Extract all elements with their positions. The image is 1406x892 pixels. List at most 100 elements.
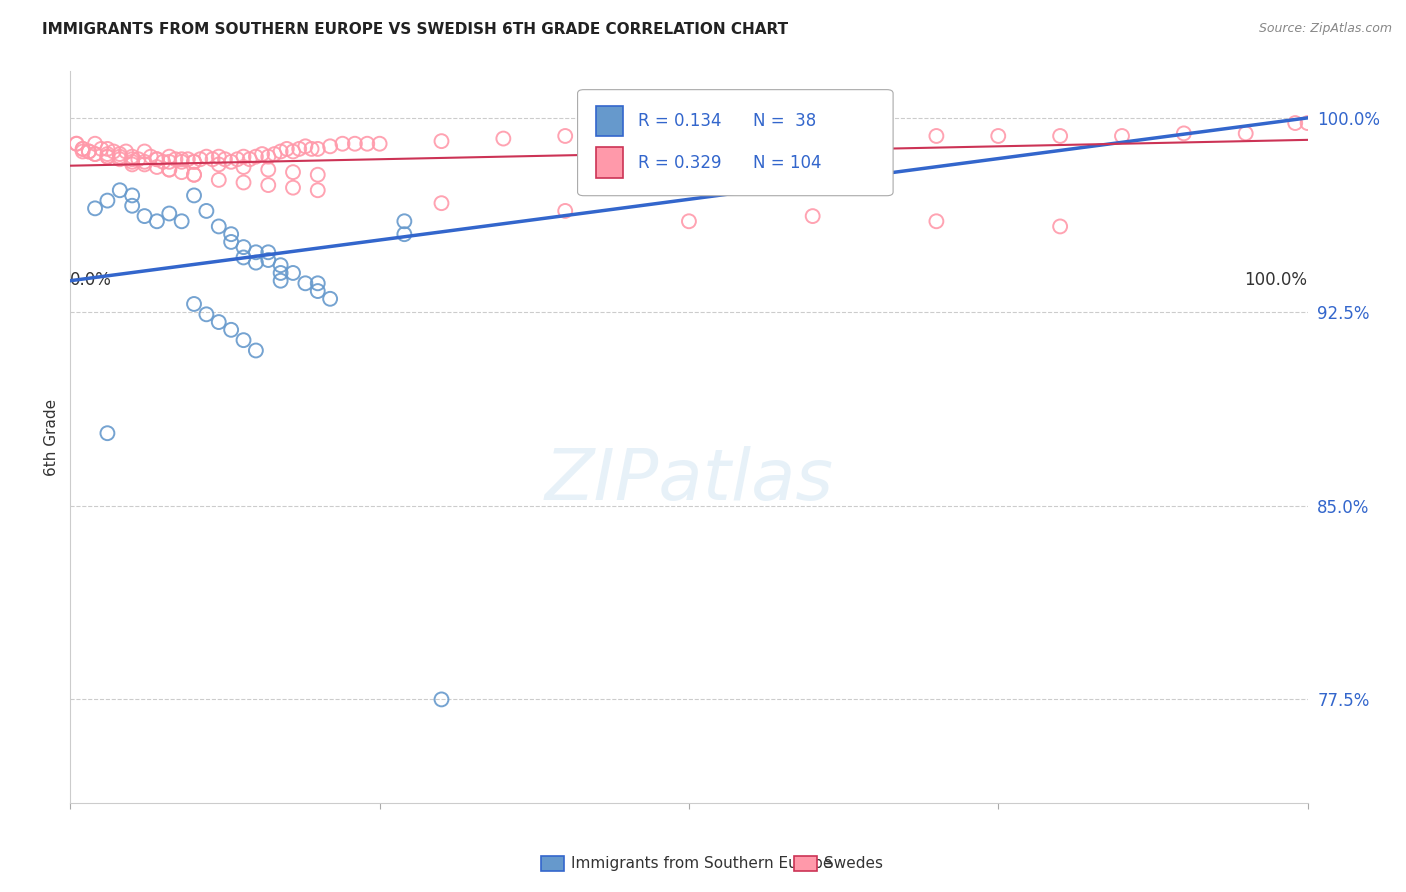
- Point: [72, 142, 94, 156]
- Point: [232, 160, 254, 174]
- Point: [332, 136, 354, 151]
- Point: [294, 139, 316, 153]
- Point: [1284, 116, 1306, 130]
- Point: [115, 145, 138, 159]
- Point: [96, 147, 118, 161]
- Point: [183, 188, 205, 202]
- Point: [801, 131, 824, 145]
- Point: [430, 692, 453, 706]
- Point: [307, 284, 329, 298]
- Text: 100.0%: 100.0%: [1244, 271, 1308, 289]
- Point: [201, 153, 224, 167]
- Point: [208, 157, 231, 171]
- Point: [183, 168, 205, 182]
- Point: [281, 145, 304, 159]
- Point: [294, 277, 316, 291]
- Point: [208, 173, 231, 187]
- Point: [121, 150, 143, 164]
- Point: [430, 134, 453, 148]
- Point: [157, 206, 180, 220]
- Point: [157, 150, 180, 164]
- Point: [801, 209, 824, 223]
- Point: [1049, 219, 1071, 234]
- Point: [219, 235, 242, 249]
- Point: [270, 274, 292, 288]
- Text: R = 0.329: R = 0.329: [638, 153, 721, 172]
- Text: ZIPatlas: ZIPatlas: [544, 447, 834, 516]
- Text: Immigrants from Southern Europe: Immigrants from Southern Europe: [571, 856, 832, 871]
- Point: [394, 214, 416, 228]
- Point: [219, 323, 242, 337]
- Point: [72, 145, 94, 159]
- Point: [170, 154, 193, 169]
- Point: [281, 266, 304, 280]
- Point: [96, 194, 118, 208]
- Point: [84, 147, 107, 161]
- Point: [65, 136, 87, 151]
- Point: [554, 203, 576, 218]
- Y-axis label: 6th Grade: 6th Grade: [44, 399, 59, 475]
- Text: R = 0.134: R = 0.134: [638, 112, 721, 130]
- Point: [239, 153, 262, 167]
- Point: [307, 183, 329, 197]
- Point: [987, 128, 1010, 143]
- Point: [219, 227, 242, 242]
- Point: [368, 136, 391, 151]
- Point: [257, 178, 280, 192]
- Point: [134, 209, 156, 223]
- Point: [121, 157, 143, 171]
- Text: Swedes: Swedes: [824, 856, 883, 871]
- Point: [183, 154, 205, 169]
- Point: [183, 297, 205, 311]
- Point: [170, 153, 193, 167]
- Point: [245, 150, 267, 164]
- Point: [257, 253, 280, 268]
- Point: [208, 315, 231, 329]
- Text: N =  38: N = 38: [754, 112, 817, 130]
- Text: N = 104: N = 104: [754, 153, 821, 172]
- Point: [678, 128, 700, 143]
- Point: [270, 266, 292, 280]
- Point: [219, 154, 242, 169]
- Point: [157, 162, 180, 177]
- Point: [188, 153, 211, 167]
- Point: [281, 180, 304, 194]
- Point: [121, 153, 143, 167]
- Point: [157, 154, 180, 169]
- Text: Source: ZipAtlas.com: Source: ZipAtlas.com: [1258, 22, 1392, 36]
- Point: [208, 150, 231, 164]
- Point: [108, 183, 131, 197]
- Point: [77, 145, 100, 159]
- Point: [554, 128, 576, 143]
- Point: [195, 307, 218, 321]
- Point: [394, 227, 416, 242]
- Point: [343, 136, 366, 151]
- Point: [319, 292, 342, 306]
- Point: [134, 154, 156, 169]
- Point: [430, 196, 453, 211]
- Point: [492, 131, 515, 145]
- Point: [245, 255, 267, 269]
- Point: [276, 142, 298, 156]
- Point: [307, 168, 329, 182]
- Point: [121, 188, 143, 202]
- Point: [1234, 127, 1257, 141]
- Point: [96, 150, 118, 164]
- Point: [139, 150, 162, 164]
- Point: [226, 153, 249, 167]
- Point: [108, 153, 131, 167]
- Point: [146, 214, 169, 228]
- Point: [356, 136, 378, 151]
- Text: IMMIGRANTS FROM SOUTHERN EUROPE VS SWEDISH 6TH GRADE CORRELATION CHART: IMMIGRANTS FROM SOUTHERN EUROPE VS SWEDI…: [42, 22, 789, 37]
- Point: [307, 277, 329, 291]
- Point: [232, 176, 254, 190]
- Point: [183, 168, 205, 182]
- Point: [157, 162, 180, 177]
- Point: [84, 202, 107, 216]
- Point: [214, 153, 236, 167]
- Point: [925, 214, 948, 228]
- Point: [678, 214, 700, 228]
- Point: [232, 150, 254, 164]
- Point: [152, 154, 174, 169]
- Point: [84, 136, 107, 151]
